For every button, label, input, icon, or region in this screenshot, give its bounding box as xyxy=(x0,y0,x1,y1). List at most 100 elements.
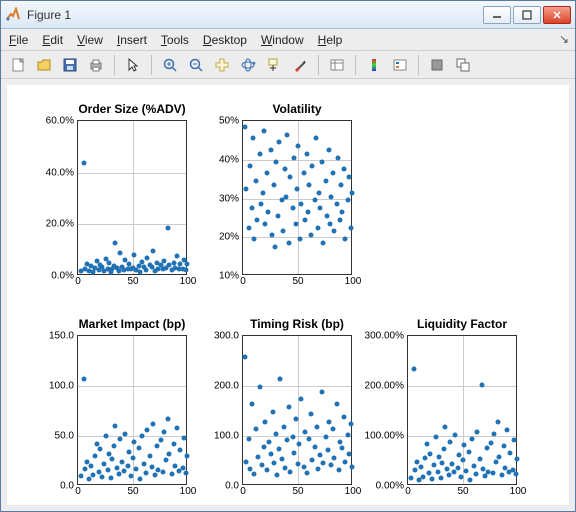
data-point xyxy=(122,469,127,474)
data-point xyxy=(422,456,427,461)
data-point xyxy=(307,437,312,442)
data-point xyxy=(91,473,96,478)
data-point xyxy=(257,151,262,156)
data-point xyxy=(105,468,110,473)
data-point xyxy=(494,460,499,465)
pan-button[interactable] xyxy=(211,54,233,76)
data-point xyxy=(301,464,306,469)
data-point xyxy=(321,461,326,466)
ytick-label: 100.0 xyxy=(49,381,78,392)
menu-view[interactable]: View xyxy=(77,33,103,47)
data-point xyxy=(336,468,341,473)
data-point xyxy=(92,454,97,459)
data-point xyxy=(419,464,424,469)
insert-colorbar-button[interactable] xyxy=(363,54,385,76)
data-point xyxy=(318,206,323,211)
titlebar[interactable]: Figure 1 xyxy=(1,1,575,29)
plot-box[interactable]: 0.0%20.0%40.0%60.0%050100 xyxy=(77,120,187,275)
data-point xyxy=(296,462,301,467)
data-point xyxy=(508,451,513,456)
new-figure-button[interactable] xyxy=(7,54,29,76)
data-point xyxy=(106,261,111,266)
print-button[interactable] xyxy=(85,54,107,76)
data-point xyxy=(161,430,166,435)
data-point xyxy=(112,444,117,449)
data-point xyxy=(346,452,351,457)
data-point xyxy=(271,182,276,187)
menu-file[interactable]: File xyxy=(9,33,28,47)
data-point xyxy=(409,476,414,481)
data-point xyxy=(161,258,166,263)
plot-box[interactable]: 10%20%30%40%50%050100 xyxy=(242,120,352,275)
figure-window: Figure 1 File Edit View Insert Tools Desktop W… xyxy=(0,0,576,512)
ytick-label: 0.0% xyxy=(51,271,78,282)
data-point xyxy=(293,417,298,422)
data-point xyxy=(132,252,137,257)
data-point xyxy=(249,402,254,407)
data-point xyxy=(461,458,466,463)
ytick-label: 0.00% xyxy=(376,481,408,492)
data-point xyxy=(261,128,266,133)
menu-help[interactable]: Help xyxy=(318,33,343,47)
axes-canvas[interactable]: Order Size (%ADV)0.0%20.0%40.0%60.0%0501… xyxy=(7,85,569,505)
data-point xyxy=(117,251,122,256)
data-point xyxy=(142,462,147,467)
hide-plot-tools-button[interactable] xyxy=(426,54,448,76)
data-point xyxy=(278,377,283,382)
data-point xyxy=(474,472,479,477)
menu-window[interactable]: Window xyxy=(261,33,304,47)
data-point xyxy=(432,463,437,468)
data-point xyxy=(258,202,263,207)
plot-box[interactable]: 0.050.0100.0150.0050100 xyxy=(77,335,187,485)
data-point xyxy=(450,462,455,467)
data-point xyxy=(479,383,484,388)
minimize-button[interactable] xyxy=(483,6,511,24)
insert-legend-button[interactable] xyxy=(389,54,411,76)
menu-desktop[interactable]: Desktop xyxy=(203,33,247,47)
zoom-in-button[interactable] xyxy=(159,54,181,76)
data-point xyxy=(260,190,265,195)
maximize-button[interactable] xyxy=(513,6,541,24)
open-button[interactable] xyxy=(33,54,55,76)
menu-edit[interactable]: Edit xyxy=(42,33,63,47)
xtick-label: 100 xyxy=(510,484,527,497)
matlab-icon xyxy=(5,7,21,23)
data-point xyxy=(114,466,119,471)
data-point xyxy=(171,260,176,265)
menu-insert[interactable]: Insert xyxy=(117,33,147,47)
data-point xyxy=(167,452,172,457)
dock-icon[interactable]: ↘ xyxy=(559,32,569,46)
data-point xyxy=(144,268,149,273)
data-point xyxy=(113,424,118,429)
zoom-out-button[interactable] xyxy=(185,54,207,76)
data-point xyxy=(315,467,320,472)
data-point xyxy=(117,437,122,442)
data-point xyxy=(123,432,128,437)
data-point xyxy=(269,233,274,238)
plot-box[interactable]: 0.0100.0200.0300.0050100 xyxy=(242,335,352,485)
data-point xyxy=(321,241,326,246)
data-cursor-button[interactable] xyxy=(263,54,285,76)
data-point xyxy=(285,438,290,443)
close-button[interactable] xyxy=(543,6,571,24)
data-point xyxy=(477,457,482,462)
ytick-label: 100.00% xyxy=(365,431,408,442)
data-point xyxy=(261,444,266,449)
data-point xyxy=(128,474,133,479)
menu-tools[interactable]: Tools xyxy=(161,33,189,47)
brush-button[interactable] xyxy=(289,54,311,76)
data-point xyxy=(144,471,149,476)
data-point xyxy=(314,424,319,429)
data-point xyxy=(304,151,309,156)
data-point xyxy=(488,441,493,446)
data-point xyxy=(279,198,284,203)
link-data-button[interactable] xyxy=(326,54,348,76)
show-plot-tools-button[interactable] xyxy=(452,54,474,76)
subplot-title: Liquidity Factor xyxy=(407,317,517,331)
data-point xyxy=(440,461,445,466)
save-button[interactable] xyxy=(59,54,81,76)
data-point xyxy=(345,198,350,203)
rotate3d-button[interactable] xyxy=(237,54,259,76)
pointer-button[interactable] xyxy=(122,54,144,76)
plot-box[interactable]: 0.00%100.00%200.00%300.00%050100 xyxy=(407,335,517,485)
